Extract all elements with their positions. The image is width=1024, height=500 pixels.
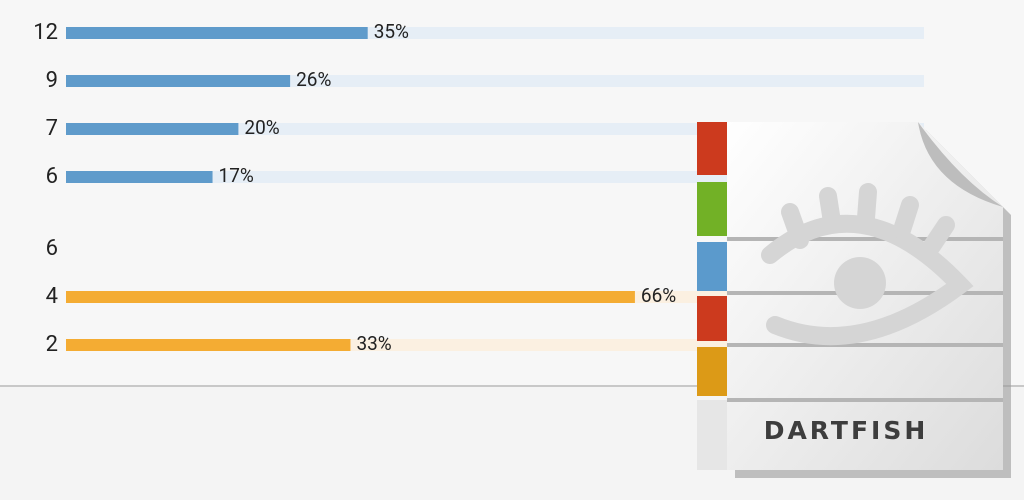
row-label: 12 bbox=[33, 20, 58, 45]
bar bbox=[66, 123, 239, 135]
bar-value-label: 20% bbox=[244, 116, 279, 139]
bar-value-label: 33% bbox=[356, 332, 391, 355]
bar bbox=[66, 291, 635, 303]
logo-stripe bbox=[697, 347, 727, 396]
logo-lines bbox=[727, 237, 1003, 402]
group-title: 6 bbox=[46, 236, 58, 261]
logo-pupil bbox=[834, 257, 886, 309]
logo-stripe bbox=[697, 242, 727, 291]
bar bbox=[66, 27, 368, 39]
row-label: 2 bbox=[46, 332, 58, 357]
bar-value-label: 35% bbox=[374, 20, 409, 43]
bar bbox=[66, 171, 213, 183]
stats: 12 35% 9 26% 7 20% 6 17% 6 4 66% 2 33% bbox=[33, 20, 924, 357]
bar-value-label: 17% bbox=[219, 164, 254, 187]
bar-value-label: 26% bbox=[296, 68, 331, 91]
logo-stripe bbox=[697, 400, 727, 470]
bar bbox=[66, 339, 351, 351]
row-label: 6 bbox=[46, 164, 58, 189]
row-label: 4 bbox=[46, 284, 58, 309]
logo-stripe bbox=[697, 296, 727, 341]
logo-stripe bbox=[697, 182, 727, 236]
row-label: 7 bbox=[46, 116, 58, 141]
logo-text: DARTFISH bbox=[764, 416, 929, 445]
logo-stripe bbox=[697, 122, 727, 175]
bar bbox=[66, 75, 291, 87]
logo: DARTFISH bbox=[697, 122, 1011, 478]
logo-eye bbox=[761, 183, 974, 346]
bar-value-label: 66% bbox=[641, 284, 676, 307]
row-label: 9 bbox=[46, 68, 58, 93]
